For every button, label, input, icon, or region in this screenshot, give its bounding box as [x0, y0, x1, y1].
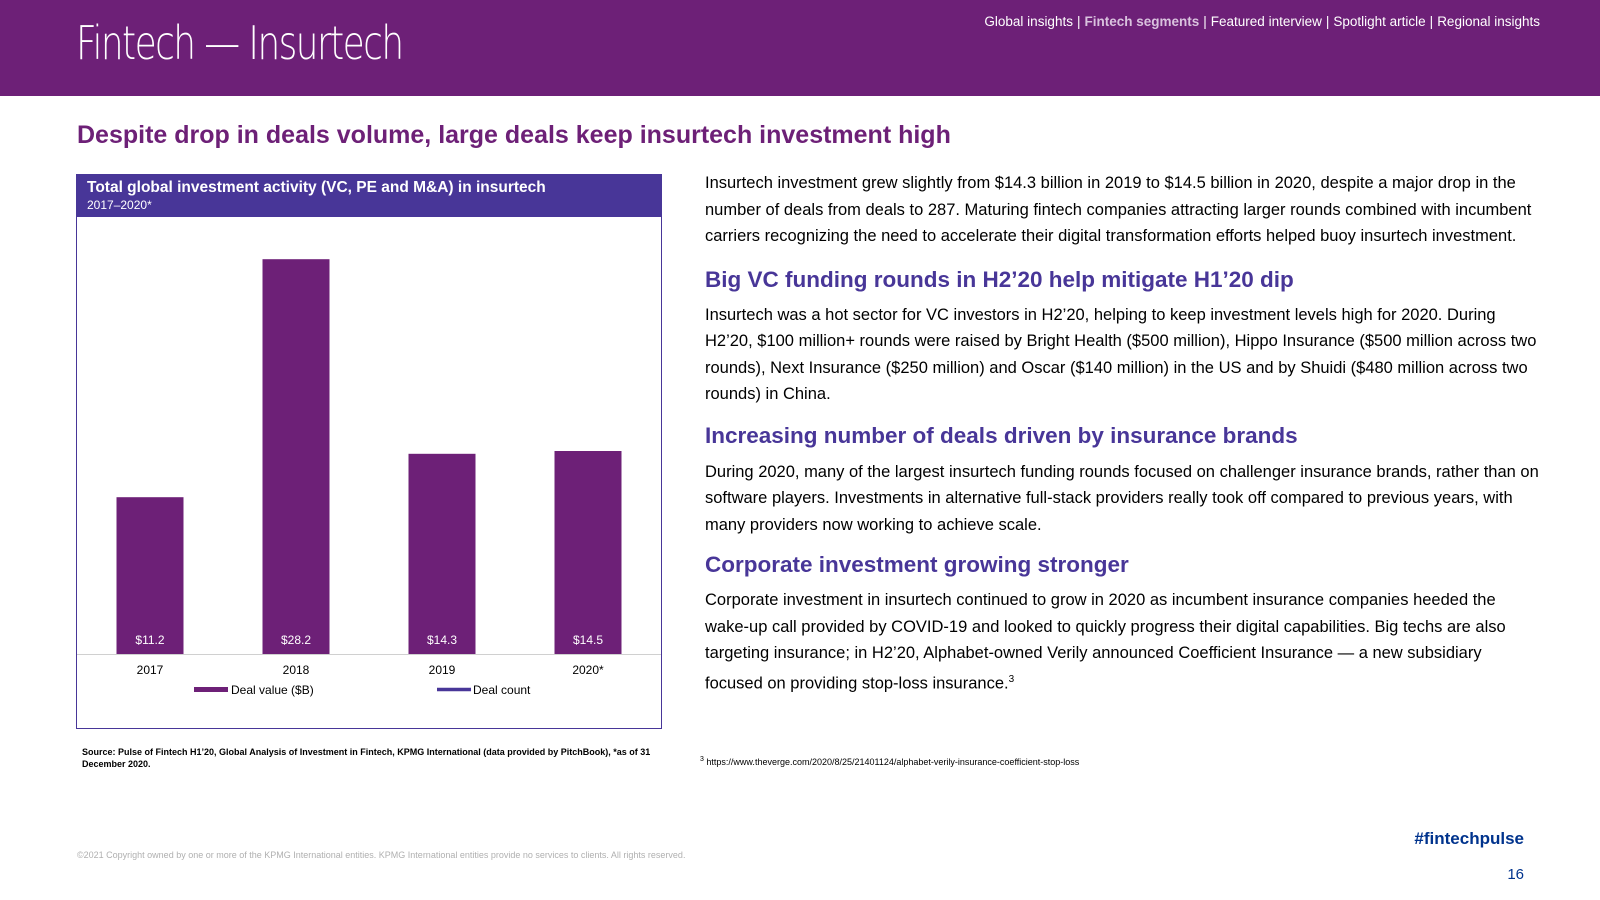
section-heading: Increasing number of deals driven by ins…: [705, 422, 1298, 448]
x-tick-label: 2018: [283, 663, 310, 677]
footnote-ref[interactable]: 3: [1008, 673, 1015, 685]
section-heading: Corporate investment growing stronger: [705, 552, 1129, 577]
bar-deal-value: [262, 259, 330, 654]
nav-featured-interview[interactable]: Featured interview: [1210, 14, 1322, 29]
nav-spotlight-article[interactable]: Spotlight article: [1333, 14, 1426, 29]
x-tick-label: 2017: [137, 663, 164, 677]
nav-separator: |: [1076, 14, 1081, 29]
chart-panel: Total global investment activity (VC, PE…: [76, 174, 662, 729]
bar-value-label: $14.3: [427, 633, 457, 647]
bar-deal-value: [116, 497, 184, 654]
source-note: Source: Pulse of Fintech H1’20, Global A…: [82, 747, 651, 769]
section-body: Corporate investment in insurtech contin…: [705, 587, 1543, 697]
x-tick-label: 2019: [429, 663, 456, 677]
nav-separator: |: [1429, 14, 1434, 29]
combo-chart: $11.22017$28.22018$14.32019$14.52020*379…: [77, 259, 661, 697]
section-heading: Big VC funding rounds in H2’20 help miti…: [705, 266, 1294, 292]
page-number: 16: [1507, 866, 1524, 883]
article-body: Insurtech investment grew slightly from …: [705, 170, 1543, 697]
nav-separator: |: [1325, 14, 1330, 29]
intro-paragraph: Insurtech investment grew slightly from …: [705, 174, 1532, 245]
bar-value-label: $28.2: [281, 633, 311, 647]
legend-label: Deal count: [473, 683, 531, 697]
footnote-link[interactable]: https://www.theverge.com/2020/8/25/21401…: [706, 757, 1080, 767]
footnote: 3 https://www.theverge.com/2020/8/25/214…: [700, 756, 1079, 767]
top-navigation: Global insights | Fintech segments | Feature…: [984, 14, 1540, 29]
bar-value-label: $14.5: [573, 633, 603, 647]
bar-deal-value: [408, 453, 476, 654]
bar-deal-value: [554, 451, 622, 654]
legend-label: Deal value ($B): [231, 683, 314, 697]
section-title: Fintech — Insurtech: [76, 16, 404, 70]
nav-regional-insights[interactable]: Regional insights: [1437, 14, 1540, 29]
section-body: Insurtech was a hot sector for VC invest…: [705, 305, 1537, 404]
bar-value-label: $11.2: [135, 633, 164, 647]
legend-swatch-bar: [194, 687, 228, 692]
nav-separator: |: [1203, 14, 1207, 29]
footnote-number: 3: [700, 756, 704, 763]
chart-title: Total global investment activity (VC, PE…: [87, 179, 546, 196]
chart-header: Total global investment activity (VC, PE…: [77, 175, 661, 217]
section-body: During 2020, many of the largest insurte…: [705, 462, 1539, 534]
nav-fintech-segments[interactable]: Fintech segments: [1084, 14, 1200, 29]
header-band: Fintech — Insurtech Global insights | Fint…: [0, 0, 1600, 96]
hashtag[interactable]: #fintechpulse: [1414, 829, 1524, 848]
page-title: Despite drop in deals volume, large deal…: [77, 121, 951, 149]
nav-global-insights[interactable]: Global insights: [984, 14, 1073, 29]
copyright-notice: ©2021 Copyright owned by one or more of …: [77, 850, 686, 860]
x-tick-label: 2020*: [572, 663, 604, 677]
chart-subtitle: 2017–2020*: [87, 198, 152, 212]
section-body-text: Corporate investment in insurtech contin…: [705, 591, 1506, 692]
